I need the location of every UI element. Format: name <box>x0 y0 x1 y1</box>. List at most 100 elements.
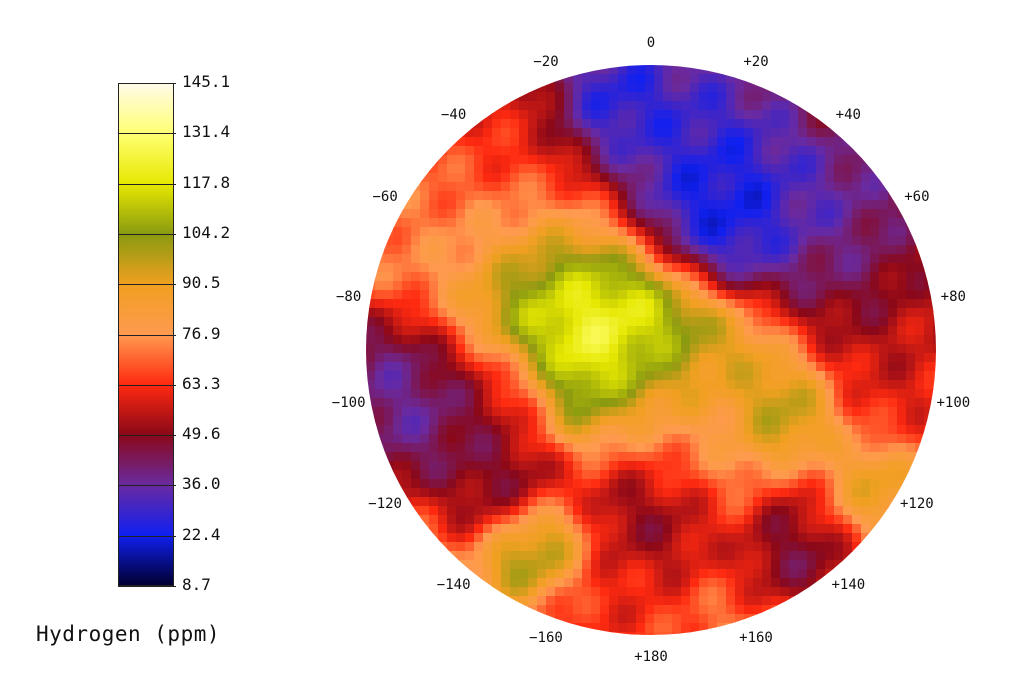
heatmap-cell <box>789 146 799 156</box>
heatmap-cell <box>789 299 799 309</box>
heatmap-cell <box>582 128 592 138</box>
heatmap-cell <box>609 479 619 489</box>
heatmap-cell <box>519 362 529 372</box>
heatmap-cell <box>600 254 610 264</box>
heatmap-cell <box>744 407 754 417</box>
heatmap-cell <box>402 506 412 516</box>
heatmap-cell <box>798 335 808 345</box>
heatmap-cell <box>672 236 682 246</box>
heatmap-cell <box>375 254 385 264</box>
heatmap-cell <box>663 407 673 417</box>
heatmap-cell <box>672 326 682 336</box>
heatmap-cell <box>735 299 745 309</box>
heatmap-cell <box>690 236 700 246</box>
heatmap-cell <box>672 65 682 75</box>
heatmap-cell <box>528 200 538 210</box>
heatmap-cell <box>717 470 727 480</box>
heatmap-cell <box>618 83 628 93</box>
heatmap-cell <box>708 371 718 381</box>
heatmap-cell <box>780 398 790 408</box>
heatmap-cell <box>870 515 880 525</box>
heatmap-cell <box>591 434 601 444</box>
heatmap-cell <box>771 245 781 255</box>
heatmap-cell <box>771 146 781 156</box>
heatmap-cell <box>465 398 475 408</box>
heatmap-cell <box>636 128 646 138</box>
heatmap-cell <box>780 236 790 246</box>
heatmap-cell <box>816 434 826 444</box>
heatmap-cell <box>600 317 610 327</box>
heatmap-cell <box>618 425 628 435</box>
heatmap-cell <box>438 470 448 480</box>
heatmap-cell <box>528 533 538 543</box>
heatmap-cell <box>438 272 448 282</box>
heatmap-cell <box>492 263 502 273</box>
heatmap-cell <box>744 236 754 246</box>
heatmap-cell <box>483 380 493 390</box>
heatmap-cell <box>537 200 547 210</box>
heatmap-cell <box>681 317 691 327</box>
heatmap-cell <box>447 281 457 291</box>
heatmap-cell <box>483 434 493 444</box>
heatmap-cell <box>699 452 709 462</box>
heatmap-cell <box>600 488 610 498</box>
heatmap-cell <box>636 101 646 111</box>
heatmap-cell <box>807 335 817 345</box>
heatmap-cell <box>627 416 637 426</box>
heatmap-cell <box>438 335 448 345</box>
heatmap-cell <box>834 389 844 399</box>
heatmap-cell <box>600 416 610 426</box>
heatmap-cell <box>663 515 673 525</box>
heatmap-cell <box>717 416 727 426</box>
heatmap-cell <box>474 371 484 381</box>
heatmap-cell <box>384 236 394 246</box>
heatmap-cell <box>744 434 754 444</box>
heatmap-cell <box>654 515 664 525</box>
heatmap-cell <box>780 578 790 588</box>
heatmap-cell <box>537 353 547 363</box>
heatmap-cell <box>870 389 880 399</box>
heatmap-cell <box>393 290 403 300</box>
heatmap-cell <box>384 281 394 291</box>
heatmap-cell <box>609 119 619 129</box>
heatmap-cell <box>672 542 682 552</box>
heatmap-cell <box>600 506 610 516</box>
heatmap-cell <box>654 560 664 570</box>
colorbar-tick-label: 131.4 <box>182 122 231 142</box>
heatmap-cell <box>762 470 772 480</box>
heatmap-cell <box>429 263 439 273</box>
heatmap-cell <box>852 209 862 219</box>
heatmap-cell <box>717 290 727 300</box>
heatmap-cell <box>852 362 862 372</box>
heatmap-cell <box>825 488 835 498</box>
heatmap-cell <box>591 506 601 516</box>
heatmap-cell <box>393 218 403 228</box>
heatmap-cell <box>645 128 655 138</box>
heatmap-cell <box>474 533 484 543</box>
heatmap-cell <box>366 398 376 408</box>
heatmap-cell <box>699 497 709 507</box>
heatmap-cell <box>519 272 529 282</box>
heatmap-cell <box>600 110 610 120</box>
heatmap-cell <box>510 173 520 183</box>
heatmap-cell <box>717 74 727 84</box>
heatmap-cell <box>510 317 520 327</box>
heatmap-cell <box>726 479 736 489</box>
heatmap-cell <box>834 362 844 372</box>
heatmap-cell <box>465 173 475 183</box>
heatmap-cell <box>699 632 709 635</box>
heatmap-cell <box>690 605 700 615</box>
heatmap-cell <box>510 128 520 138</box>
heatmap-cell <box>384 227 394 237</box>
heatmap-cell <box>645 281 655 291</box>
heatmap-cell <box>456 290 466 300</box>
heatmap-cell <box>555 92 565 102</box>
heatmap-cell <box>906 407 916 417</box>
heatmap-cell <box>519 569 529 579</box>
heatmap-cell <box>654 524 664 534</box>
heatmap-cell <box>663 155 673 165</box>
heatmap-cell <box>609 488 619 498</box>
heatmap-cell <box>447 398 457 408</box>
heatmap-cell <box>528 578 538 588</box>
heatmap-cell <box>717 209 727 219</box>
